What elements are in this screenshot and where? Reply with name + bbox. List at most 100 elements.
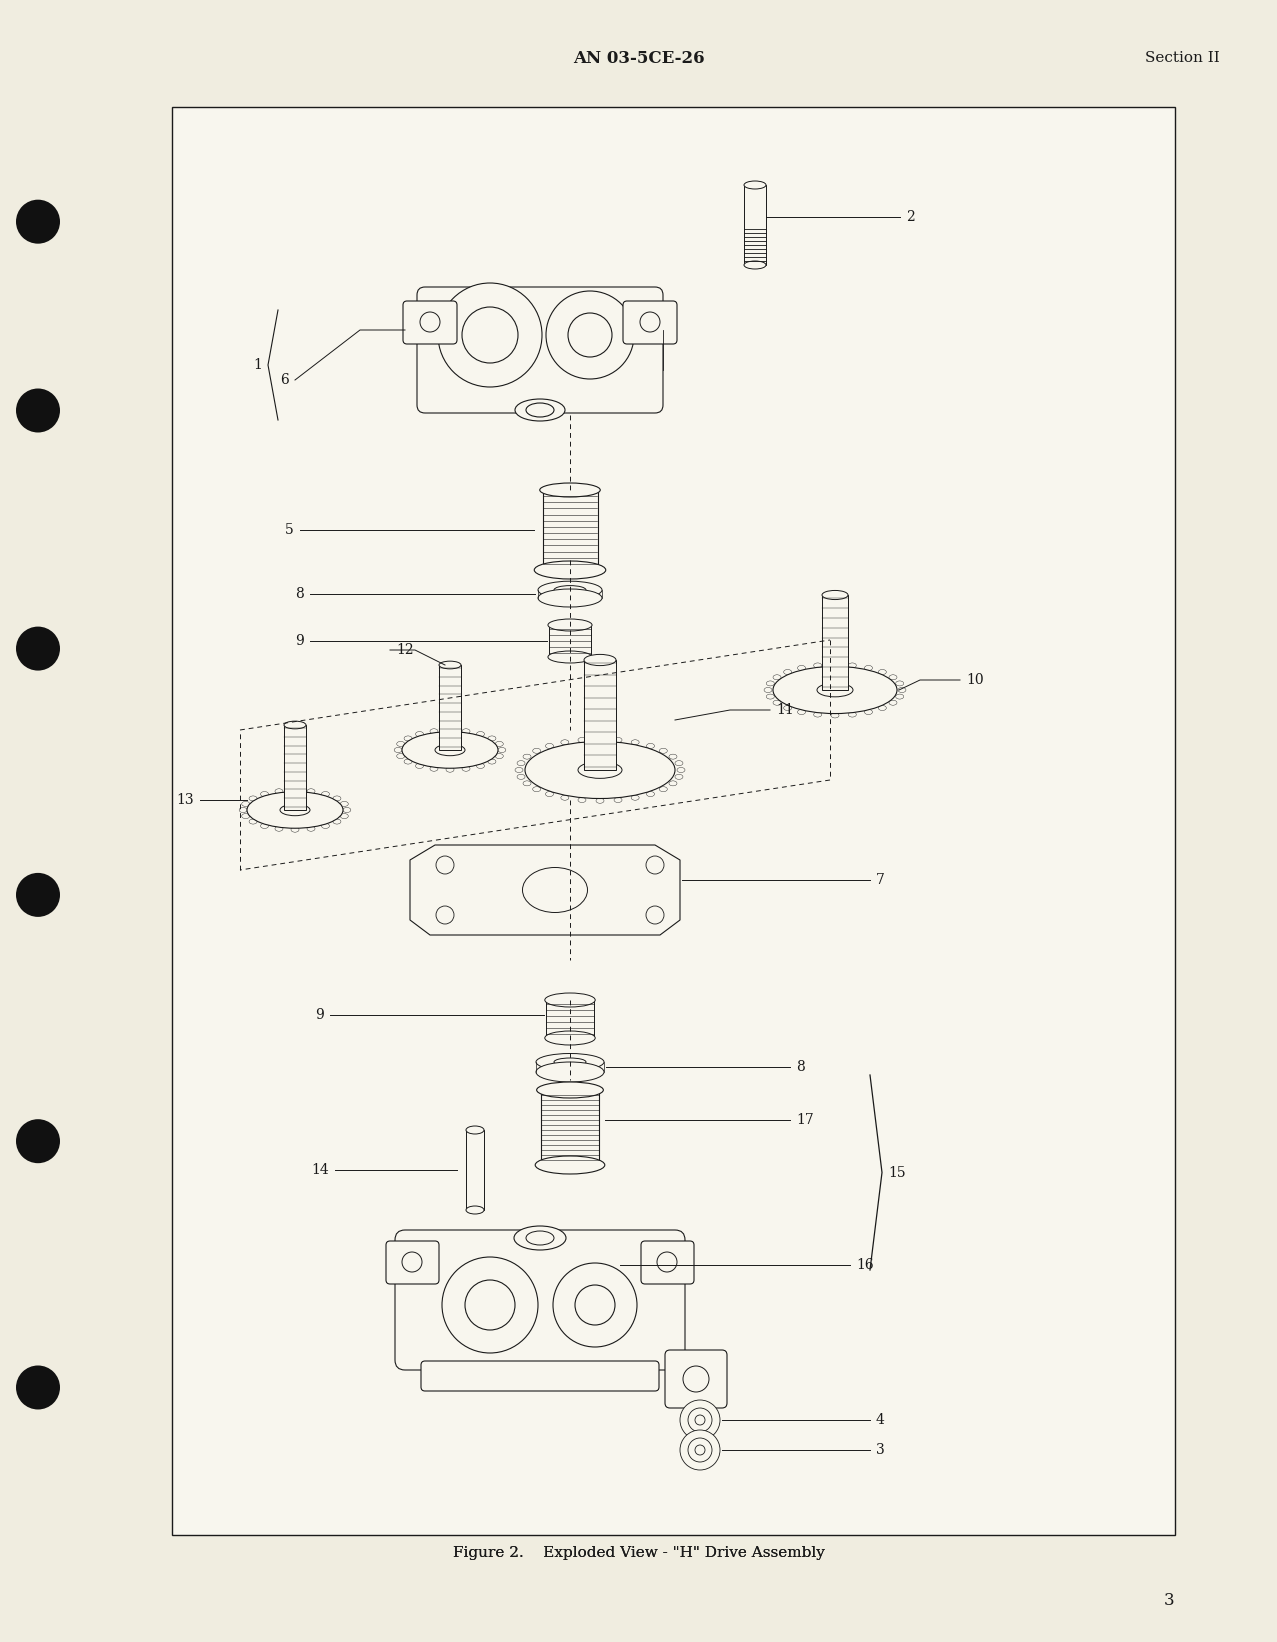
Circle shape (688, 1438, 713, 1461)
Text: 9: 9 (315, 1008, 324, 1023)
Ellipse shape (659, 787, 668, 791)
Ellipse shape (246, 791, 344, 828)
Ellipse shape (488, 736, 495, 741)
Ellipse shape (766, 681, 774, 686)
Ellipse shape (526, 1232, 554, 1245)
Text: 3: 3 (1165, 1593, 1175, 1609)
Ellipse shape (533, 787, 540, 791)
Circle shape (646, 855, 664, 874)
Ellipse shape (476, 732, 484, 737)
Text: 13: 13 (176, 793, 194, 806)
Circle shape (17, 1120, 60, 1163)
Bar (547, 1000, 594, 1038)
Ellipse shape (889, 675, 896, 680)
Ellipse shape (466, 1205, 484, 1213)
Ellipse shape (446, 727, 455, 732)
Ellipse shape (538, 581, 601, 599)
Ellipse shape (241, 801, 250, 806)
Text: 8: 8 (295, 586, 304, 601)
Ellipse shape (522, 867, 587, 913)
Bar (549, 626, 591, 657)
Ellipse shape (526, 402, 554, 417)
Ellipse shape (275, 788, 283, 793)
Ellipse shape (545, 1031, 595, 1044)
Ellipse shape (524, 754, 531, 759)
Text: Figure 2.    Exploded View - "H" Drive Assembly: Figure 2. Exploded View - "H" Drive Asse… (452, 1547, 825, 1560)
Circle shape (575, 1286, 616, 1325)
FancyBboxPatch shape (386, 1241, 439, 1284)
Ellipse shape (515, 399, 564, 420)
Ellipse shape (540, 483, 600, 498)
Ellipse shape (848, 713, 857, 718)
Ellipse shape (578, 762, 622, 778)
Bar (466, 1130, 484, 1210)
Ellipse shape (831, 713, 839, 718)
Ellipse shape (249, 819, 257, 824)
Ellipse shape (241, 813, 250, 819)
Text: 14: 14 (312, 1163, 329, 1177)
Ellipse shape (578, 798, 586, 803)
FancyBboxPatch shape (418, 287, 663, 414)
Ellipse shape (676, 775, 683, 780)
Ellipse shape (430, 729, 438, 734)
Ellipse shape (534, 562, 605, 580)
Ellipse shape (239, 808, 248, 813)
Ellipse shape (275, 826, 283, 831)
Ellipse shape (879, 670, 886, 675)
Ellipse shape (669, 754, 677, 759)
Text: AN 03-5CE-26: AN 03-5CE-26 (572, 49, 705, 66)
Ellipse shape (333, 819, 341, 824)
Bar (744, 186, 766, 264)
Text: 2: 2 (905, 210, 914, 223)
Ellipse shape (415, 764, 424, 768)
Ellipse shape (831, 662, 839, 667)
Circle shape (420, 312, 441, 332)
Ellipse shape (536, 1054, 604, 1071)
Circle shape (402, 1251, 421, 1273)
Bar (822, 594, 848, 690)
Ellipse shape (659, 749, 668, 754)
Ellipse shape (430, 767, 438, 772)
Ellipse shape (578, 737, 586, 742)
Ellipse shape (669, 782, 677, 787)
Ellipse shape (614, 737, 622, 742)
Ellipse shape (340, 801, 349, 806)
Ellipse shape (822, 591, 848, 599)
Text: Section II: Section II (1144, 51, 1220, 66)
Ellipse shape (306, 826, 315, 831)
Ellipse shape (439, 662, 461, 668)
FancyBboxPatch shape (404, 300, 457, 345)
Ellipse shape (766, 695, 774, 699)
Circle shape (17, 389, 60, 432)
Circle shape (656, 1251, 677, 1273)
Circle shape (17, 1366, 60, 1409)
Ellipse shape (404, 736, 412, 741)
Circle shape (646, 906, 664, 924)
Ellipse shape (342, 808, 351, 813)
Text: 8: 8 (796, 1061, 805, 1074)
Bar (541, 1090, 599, 1166)
Circle shape (462, 307, 518, 363)
Ellipse shape (261, 791, 268, 796)
Ellipse shape (261, 823, 268, 829)
Circle shape (679, 1430, 720, 1470)
Ellipse shape (548, 650, 593, 663)
Ellipse shape (554, 1057, 586, 1066)
Bar (283, 726, 306, 810)
Circle shape (695, 1445, 705, 1455)
FancyBboxPatch shape (421, 1361, 659, 1391)
Circle shape (640, 312, 660, 332)
Circle shape (442, 1258, 538, 1353)
Circle shape (435, 855, 455, 874)
Ellipse shape (773, 675, 782, 680)
Ellipse shape (744, 181, 766, 189)
Ellipse shape (646, 791, 655, 796)
Ellipse shape (535, 1156, 605, 1174)
Ellipse shape (898, 688, 905, 693)
Ellipse shape (322, 823, 329, 829)
Ellipse shape (631, 741, 640, 745)
Ellipse shape (584, 655, 616, 665)
Ellipse shape (865, 665, 872, 670)
Ellipse shape (813, 663, 821, 668)
Ellipse shape (764, 688, 773, 693)
